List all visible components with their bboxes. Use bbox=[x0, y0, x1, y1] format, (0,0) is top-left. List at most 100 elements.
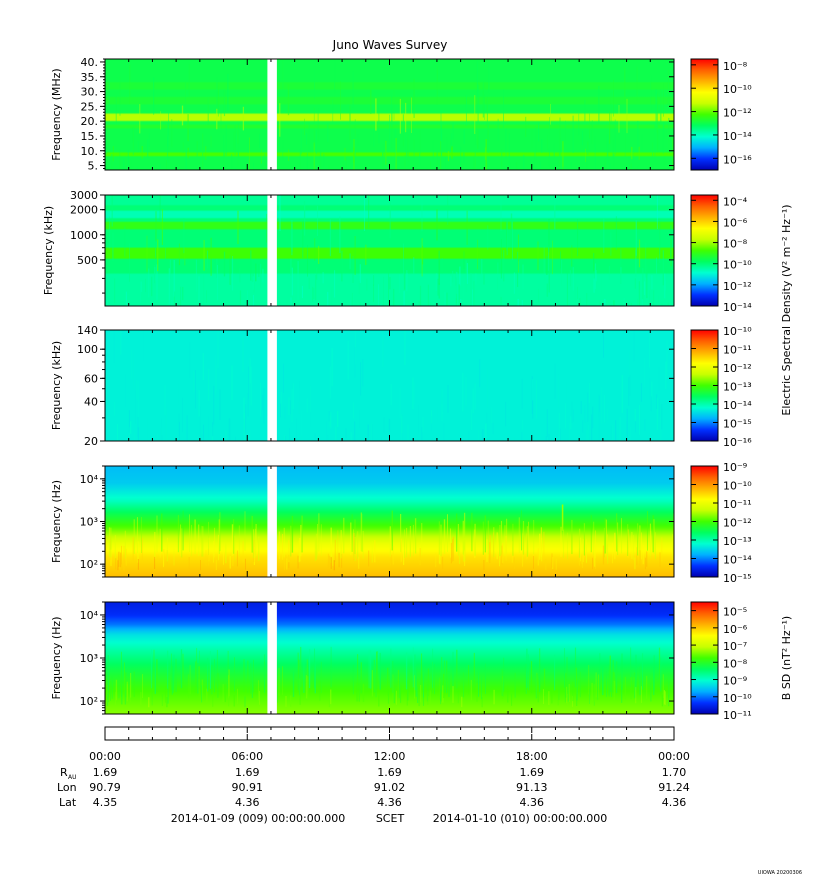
colorbar-5: 10⁻⁵ 10⁻⁶ 10⁻⁷ 10⁻⁸ 10⁻⁹ 10⁻¹⁰ 10⁻¹¹ bbox=[690, 601, 752, 722]
footer-stamp: UIOWA 20200306 bbox=[758, 870, 802, 876]
y-tick-label: 35. bbox=[81, 71, 99, 84]
colorbar-tick-label: 10⁻¹⁴ bbox=[723, 554, 752, 567]
colorbar-tick-label: 10⁻¹² bbox=[723, 362, 752, 375]
colorbar-tick-label: 10⁻⁹ bbox=[723, 675, 747, 688]
y-tick-label: 2000 bbox=[70, 204, 98, 217]
colorbar-tick-label: 10⁻¹¹ bbox=[723, 498, 752, 511]
colorbar-tick-label: 10⁻¹² bbox=[723, 280, 752, 293]
colorbar-tick-label: 10⁻¹⁵ bbox=[723, 418, 752, 431]
lat-value: 4.36 bbox=[520, 796, 545, 809]
y-tick-label: 500 bbox=[77, 254, 98, 267]
y-tick-label: 1000 bbox=[70, 229, 98, 242]
y-tick-label: 5. bbox=[88, 160, 99, 173]
colorbar-2: 10⁻⁴ 10⁻⁶ 10⁻⁸ 10⁻¹⁰ 10⁻¹² 10⁻¹⁴ bbox=[690, 194, 752, 314]
colorbar-tick-label: 10⁻⁸ bbox=[723, 238, 748, 251]
colorbar-tick-label: 10⁻⁷ bbox=[723, 640, 747, 653]
y-tick-label: 40 bbox=[84, 395, 98, 408]
colorbar-tick-label: 10⁻¹⁴ bbox=[723, 130, 752, 143]
y-tick-label: 40. bbox=[81, 56, 99, 69]
colorbar-tick-label: 10⁻¹² bbox=[723, 107, 752, 120]
y-tick-label: 10² bbox=[80, 695, 98, 708]
y-tick-label: 100 bbox=[77, 343, 98, 356]
lon-value: 90.79 bbox=[89, 781, 121, 794]
spectrogram-image bbox=[105, 602, 674, 714]
y-tick-label: 3000 bbox=[70, 189, 98, 202]
y-axis-label: Frequency (Hz) bbox=[50, 617, 63, 700]
colorbar-tick-label: 10⁻¹¹ bbox=[723, 344, 752, 357]
footer-end: 2014-01-10 (010) 00:00:00.000 bbox=[433, 812, 607, 825]
row-label-r-sub: AU bbox=[68, 774, 77, 781]
colorbar-4: 10⁻⁹ 10⁻¹⁰ 10⁻¹¹ 10⁻¹² 10⁻¹³ 10⁻¹⁴ 10⁻¹⁵ bbox=[690, 461, 752, 585]
colorbar-tick-label: 10⁻⁴ bbox=[723, 195, 748, 208]
data-gap bbox=[267, 195, 277, 306]
time-tick-label: 12:00 bbox=[374, 750, 406, 763]
colorbar-tick-label: 10⁻¹³ bbox=[723, 535, 752, 548]
row-label-lon: Lon bbox=[57, 781, 77, 794]
colorbar-tick-label: 10⁻¹⁰ bbox=[723, 83, 752, 96]
lat-value: 4.35 bbox=[93, 796, 118, 809]
spectrogram-panel-1: 40. 35. 30.25. 20. 15. 10. 5. Frequency (MHz) 10… bbox=[50, 56, 752, 173]
spectrogram-image bbox=[105, 466, 674, 577]
spectrogram-texture bbox=[105, 510, 674, 571]
colorbar-1: 10⁻⁸ 10⁻¹⁰ 10⁻¹² 10⁻¹⁴ 10⁻¹⁶ bbox=[690, 58, 752, 171]
y-tick-label: 10² bbox=[80, 558, 98, 571]
row-label-r: R bbox=[60, 766, 68, 779]
y-tick-label: 30. bbox=[81, 86, 99, 99]
lat-value: 4.36 bbox=[662, 796, 687, 809]
data-gap bbox=[267, 330, 277, 441]
y-tick-label: 10³ bbox=[80, 516, 98, 529]
colorbar-tick-label: 10⁻¹⁵ bbox=[723, 572, 752, 585]
data-gap bbox=[267, 59, 277, 170]
colorbar-3: 10⁻¹⁰ 10⁻¹¹ 10⁻¹² 10⁻¹³ 10⁻¹⁴ 10⁻¹⁵ 10⁻¹⁶ bbox=[690, 325, 752, 449]
y-tick-label: 10⁴ bbox=[80, 473, 99, 486]
r-au-value: 1.70 bbox=[662, 766, 687, 779]
footer-scet: SCET bbox=[376, 812, 405, 825]
electric-colorbar-title: Electric Spectral Density (V² m⁻² Hz⁻¹) bbox=[780, 204, 793, 415]
data-gap bbox=[267, 466, 277, 577]
y-axis-label: Frequency (Hz) bbox=[50, 480, 63, 563]
data-gap bbox=[267, 602, 277, 714]
r-au-value: 1.69 bbox=[520, 766, 545, 779]
colorbar-tick-label: 10⁻⁹ bbox=[723, 461, 747, 474]
colorbar-tick-label: 10⁻¹⁰ bbox=[723, 480, 752, 493]
magnetic-colorbar-title: B SD (nT² Hz⁻¹) bbox=[780, 616, 793, 700]
y-tick-label: 20. bbox=[81, 115, 99, 128]
colorbar-tick-label: 10⁻¹⁶ bbox=[723, 153, 752, 166]
colorbar-tick-label: 10⁻⁸ bbox=[723, 60, 748, 73]
spectrogram-image bbox=[105, 59, 674, 170]
panels: 40. 35. 30.25. 20. 15. 10. 5. Frequency (MHz) 10… bbox=[42, 56, 752, 722]
r-au-value: 1.69 bbox=[377, 766, 402, 779]
colorbar-tick-label: 10⁻¹² bbox=[723, 517, 752, 530]
y-axis-label: Frequency (MHz) bbox=[50, 68, 63, 160]
lon-value: 91.24 bbox=[658, 781, 690, 794]
lat-value: 4.36 bbox=[377, 796, 402, 809]
colorbar-tick-label: 10⁻¹⁴ bbox=[723, 301, 752, 314]
time-tick-label: 00:00 bbox=[89, 750, 121, 763]
colorbar-tick-label: 10⁻¹³ bbox=[723, 381, 752, 394]
colorbar-tick-label: 10⁻⁶ bbox=[723, 623, 748, 636]
lon-value: 90.91 bbox=[232, 781, 264, 794]
y-tick-label: 60 bbox=[84, 372, 98, 385]
y-tick-label: 140 bbox=[77, 324, 98, 337]
y-tick-label: 10³ bbox=[80, 652, 98, 665]
colorbar-tick-label: 10⁻⁸ bbox=[723, 657, 748, 670]
figure-title: Juno Waves Survey bbox=[332, 38, 448, 52]
colorbar-tick-label: 10⁻⁵ bbox=[723, 606, 747, 619]
colorbar-tick-label: 10⁻⁶ bbox=[723, 216, 748, 229]
colorbar-tick-label: 10⁻¹⁰ bbox=[723, 259, 752, 272]
y-tick-label: 20 bbox=[84, 435, 98, 448]
footer-start: 2014-01-09 (009) 00:00:00.000 bbox=[171, 812, 345, 825]
r-au-value: 1.69 bbox=[235, 766, 260, 779]
y-axis-label: Frequency (kHz) bbox=[50, 341, 63, 430]
spectrogram-texture bbox=[105, 59, 674, 170]
colorbar-tick-label: 10⁻¹⁰ bbox=[723, 692, 752, 705]
colorbar-tick-label: 10⁻¹⁶ bbox=[723, 436, 752, 449]
spectrogram-texture bbox=[106, 646, 670, 708]
lon-value: 91.02 bbox=[374, 781, 406, 794]
time-tick-label: 18:00 bbox=[516, 750, 548, 763]
y-tick-label: 25. bbox=[81, 100, 99, 113]
